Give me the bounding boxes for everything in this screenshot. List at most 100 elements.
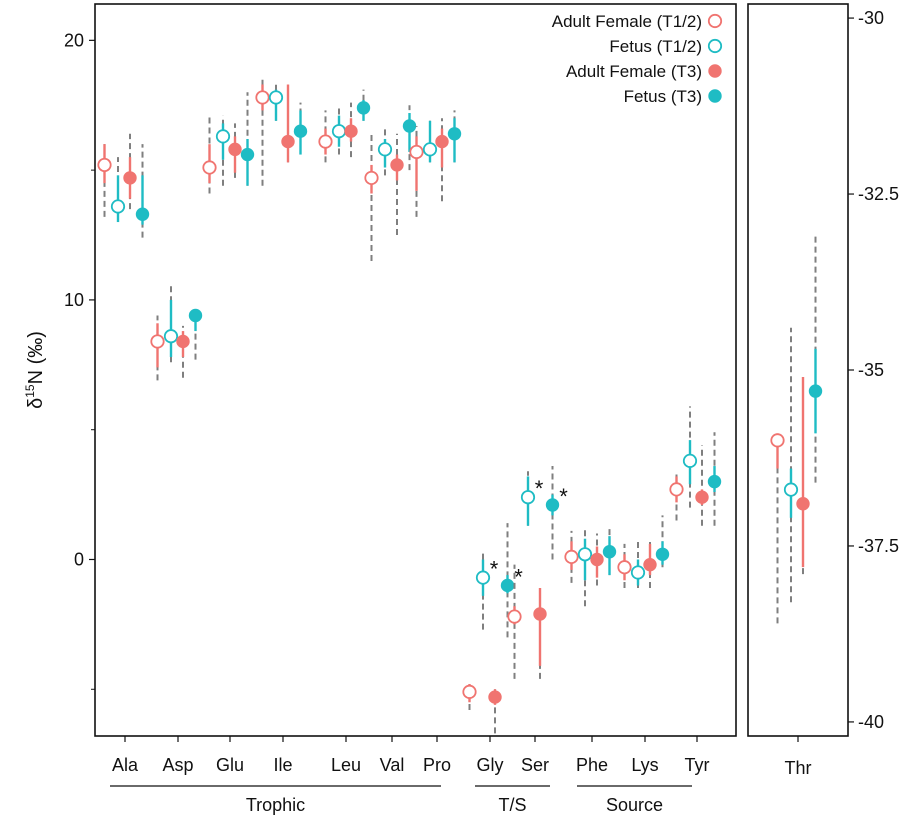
left-point-filled [545, 498, 560, 512]
right-y-tick-label: -37.5 [858, 536, 899, 556]
left-point-filled [602, 545, 617, 559]
right-y-tick-label: -32.5 [858, 184, 899, 204]
left-y-tick-label: 0 [74, 549, 84, 569]
y-axis-title-delta: δ [25, 398, 47, 409]
right-point-open [783, 482, 799, 497]
x-tick-label: Val [380, 755, 405, 775]
x-tick-label: Phe [576, 755, 608, 775]
left-point-filled [488, 690, 502, 704]
legend-key-filled [708, 64, 722, 78]
left-point-open [630, 565, 646, 580]
left-point-filled [590, 552, 604, 567]
left-point-open [331, 124, 347, 139]
x-tick-label: Leu [331, 755, 361, 775]
left-point-filled [135, 207, 150, 221]
significance-star: * [490, 557, 499, 582]
group-label: T/S [498, 795, 526, 815]
left-point-open [202, 160, 217, 175]
left-point-open [268, 90, 284, 105]
left-point-open [682, 453, 698, 468]
x-tick-label: Ser [521, 755, 549, 775]
right-point-open [770, 433, 785, 448]
left-panel [94, 3, 737, 737]
left-point-open [364, 170, 379, 186]
group-label: Trophic [246, 795, 305, 815]
legend: Adult Female (T1/2) Fetus (T1/2) Adult Fem… [552, 12, 723, 106]
significance-star: * [535, 476, 544, 501]
x-tick-label: Ala [112, 755, 139, 775]
legend-key-open [707, 38, 723, 54]
x-tick-label: Gly [477, 755, 504, 775]
left-point-filled [123, 171, 137, 185]
left-point-filled [447, 127, 462, 141]
x-tick-label: Asp [162, 755, 193, 775]
right-x-tick-label: Thr [785, 758, 812, 778]
right-y-tick-label: -35 [858, 360, 884, 380]
left-point-filled [500, 578, 515, 593]
right-panel-marks [770, 236, 823, 624]
legend-key-filled [708, 89, 722, 103]
left-point-filled [435, 134, 449, 149]
left-point-open [564, 549, 579, 564]
left-panel-frame [94, 3, 737, 737]
left-point-open [507, 609, 522, 624]
y-axis-title-suffix: N (‰) [25, 331, 47, 384]
left-point-open [318, 134, 333, 149]
right-panel-frame [747, 3, 849, 737]
left-point-open [462, 684, 477, 699]
significance-star: * [559, 484, 568, 509]
left-point-open [255, 90, 270, 105]
left-point-open [669, 482, 684, 497]
left-point-open [475, 570, 491, 585]
left-point-filled [281, 134, 295, 149]
left-point-filled [707, 474, 722, 489]
significance-star: * [514, 564, 523, 589]
legend-label: Fetus (T1/2) [609, 37, 702, 56]
left-point-filled [228, 142, 242, 157]
left-point-open [163, 329, 179, 344]
left-point-open [520, 490, 536, 505]
left-point-filled [643, 557, 657, 572]
left-point-filled [176, 334, 190, 349]
x-tick-label: Glu [216, 755, 244, 775]
left-point-open [577, 547, 593, 562]
left-point-filled [390, 158, 404, 172]
x-tick-label: Lys [631, 755, 658, 775]
y-axis-title-superscript: 15 [23, 384, 37, 398]
left-point-open [617, 560, 632, 575]
right-point-filled [808, 384, 823, 398]
group-label: Source [606, 795, 663, 815]
legend-label: Adult Female (T1/2) [552, 12, 702, 31]
legend-label: Fetus (T3) [624, 87, 702, 106]
left-point-open [409, 144, 424, 160]
x-tick-label: Ile [273, 755, 292, 775]
left-point-open [97, 157, 112, 173]
right-y-tick-label: -30 [858, 8, 884, 28]
left-point-open [150, 334, 165, 349]
left-point-filled [402, 119, 417, 133]
left-panel-marks: * * * * [97, 76, 722, 734]
legend-key-open [707, 13, 723, 29]
left-point-filled [344, 124, 358, 138]
left-point-open [422, 142, 438, 157]
left-y-tick-label: 20 [64, 30, 84, 50]
left-point-open [110, 199, 126, 214]
left-point-filled [655, 547, 670, 561]
left-point-open [215, 129, 231, 144]
legend-label: Adult Female (T3) [566, 62, 702, 81]
x-tick-label: Tyr [685, 755, 710, 775]
x-tick-label: Pro [423, 755, 451, 775]
right-y-tick-label: -40 [858, 712, 884, 732]
left-point-filled [240, 147, 255, 162]
axes: 0 10 20 -30 -32.5 -35 -37.5 -40 Ala Asp Glu Ile Leu V… [64, 8, 899, 815]
left-point-filled [293, 124, 308, 138]
right-panel [747, 3, 849, 737]
left-point-filled [695, 490, 709, 504]
left-point-filled [356, 101, 371, 115]
left-point-filled [188, 308, 203, 323]
left-point-open [377, 142, 393, 157]
right-point-filled [796, 497, 810, 511]
left-y-tick-label: 10 [64, 290, 84, 310]
left-point-filled [533, 607, 547, 621]
